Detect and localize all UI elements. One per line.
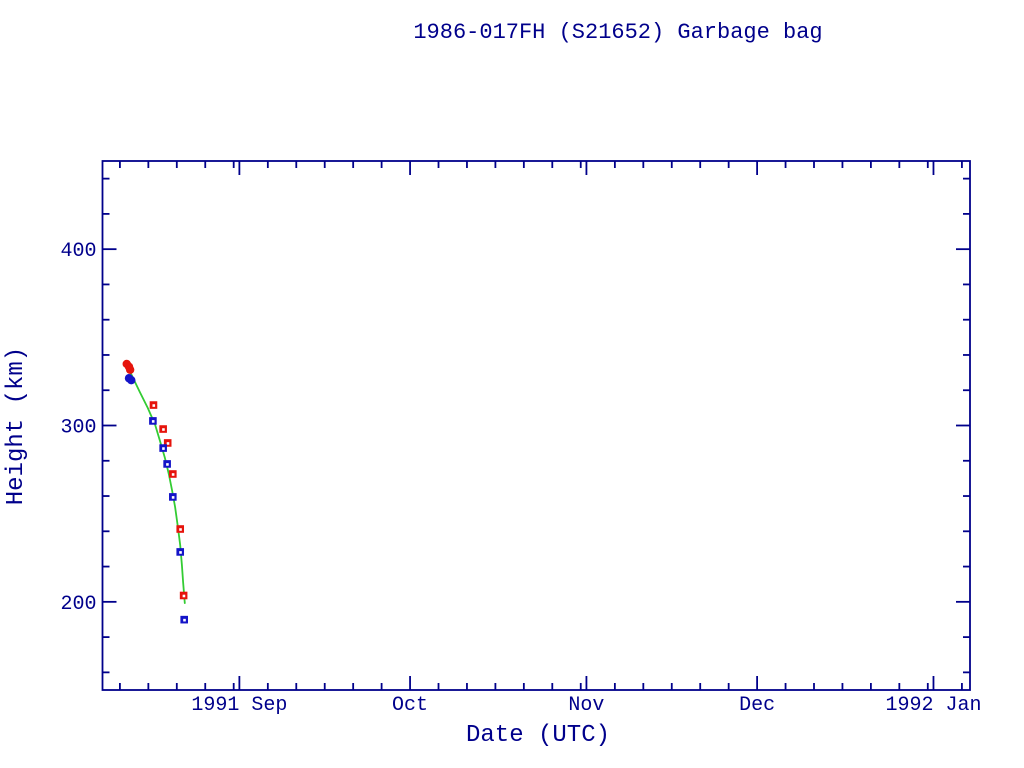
x-tick-label: 1992 Jan (885, 694, 981, 717)
perigee-cluster-point (127, 375, 136, 385)
apogee-marker-dot (162, 428, 165, 431)
apogee-marker-dot (179, 528, 182, 531)
x-tick-label: Nov (568, 694, 604, 717)
chart-title: 1986-017FH (S21652) Garbage bag (413, 20, 822, 45)
x-tick-label: Dec (739, 694, 775, 717)
x-tick-label: 1991 Sep (191, 694, 287, 717)
x-axis-title: Date (UTC) (466, 722, 610, 749)
perigee-marker-dot (151, 420, 155, 423)
perigee-marker-dot (171, 496, 175, 499)
y-axis-title: Height (km) (3, 347, 30, 505)
plot-area: 1991 Sep Oct Nov Dec 1992 Jan 200 300 400 (60, 160, 981, 717)
apogee-marker-dot (166, 442, 170, 445)
perigee-marker-dot (162, 447, 165, 450)
apogee-marker-dot (182, 594, 186, 598)
y-tick-label: 400 (60, 240, 96, 263)
apogee-marker-dot (171, 473, 175, 476)
y-tick-label: 200 (60, 593, 96, 616)
perigee-marker-dot (166, 463, 169, 466)
plot-frame (101, 160, 971, 691)
x-tick-label: Oct (392, 694, 428, 717)
perigee-marker-dot (179, 551, 182, 554)
apogee-marker-dot (152, 404, 156, 407)
perigee-marker-dot (183, 618, 186, 622)
y-tick-label: 300 (60, 417, 96, 440)
fit-curve (128, 369, 186, 604)
apogee-cluster-point (125, 365, 135, 374)
